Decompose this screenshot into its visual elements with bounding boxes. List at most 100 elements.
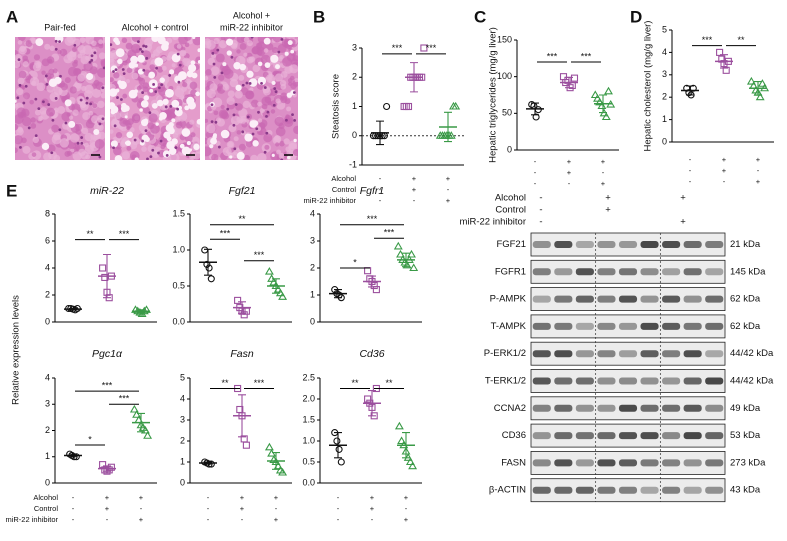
vacuole (134, 89, 138, 94)
cell (227, 90, 235, 98)
data-point (595, 97, 605, 106)
cell (260, 54, 271, 65)
nucleus (246, 115, 250, 119)
vacuole (168, 69, 175, 75)
cell (283, 117, 294, 128)
vacuole (226, 50, 232, 56)
cell (222, 146, 232, 157)
data-point (718, 55, 726, 63)
condition-name: Control (332, 185, 357, 194)
condition-sign: + (680, 217, 686, 228)
cell (275, 98, 281, 104)
nucleus (177, 80, 181, 84)
condition-name: Control (34, 504, 59, 513)
y-tick-label: 0 (352, 130, 357, 140)
data-point (201, 246, 209, 254)
vacuole (35, 38, 44, 47)
vacuole (115, 88, 120, 93)
blot-size: 273 kDa (730, 457, 766, 468)
panel-letter: C (474, 7, 486, 26)
condition-sign: - (689, 155, 692, 164)
cell (15, 53, 23, 63)
condition-sign: + (722, 155, 727, 164)
cell (172, 37, 179, 41)
nucleus (121, 68, 125, 71)
condition-sign: - (379, 185, 382, 194)
cell (142, 106, 150, 114)
cell (30, 123, 37, 129)
condition-sign: - (689, 166, 692, 175)
y-tick-label: 0.0 (172, 316, 185, 326)
data-point (746, 76, 756, 85)
cell (256, 152, 267, 160)
vacuole (222, 62, 227, 67)
vacuole (159, 111, 167, 120)
nucleus (226, 107, 230, 111)
nucleus (214, 120, 218, 124)
blot-label: P-ERK1/2 (484, 348, 526, 359)
cell (41, 70, 46, 75)
data-point (207, 275, 215, 283)
significance-label: *** (384, 228, 395, 238)
data-point (400, 102, 408, 111)
nucleus (98, 122, 102, 126)
cell (125, 42, 133, 50)
error-bar (531, 102, 539, 116)
condition-sign: + (370, 493, 375, 502)
cell (110, 129, 114, 134)
cell (205, 146, 212, 157)
cell (286, 106, 292, 112)
nucleus (157, 86, 161, 90)
vacuole (286, 155, 291, 160)
y-tick-label: 1 (310, 289, 315, 299)
data-point (278, 467, 288, 476)
condition-name: miR-22 inhibitor (459, 217, 526, 228)
blot-band (575, 432, 594, 440)
blot-band (705, 322, 724, 330)
y-tick-label: -1 (349, 159, 357, 169)
condition-name: Alcohol (495, 193, 526, 204)
y-axis-label: Relative expression levels (11, 295, 22, 405)
cell (34, 109, 42, 116)
cell (178, 37, 188, 45)
cell (122, 93, 128, 99)
y-tick-label: 3 (45, 399, 50, 409)
data-point (143, 431, 153, 439)
condition-sign: + (567, 168, 572, 177)
blot-size: 44/42 kDa (730, 376, 774, 387)
blot-band (683, 295, 702, 303)
y-tick-label: 1.5 (302, 414, 315, 424)
error-bar (444, 111, 452, 143)
nucleus (54, 39, 58, 43)
cell (18, 70, 27, 79)
significance-label: ** (737, 35, 745, 45)
cell (32, 63, 42, 72)
blot-band (662, 268, 681, 276)
cell (205, 75, 209, 81)
texture (205, 37, 298, 160)
cell (292, 148, 298, 157)
y-tick-label: 100 (497, 71, 512, 81)
condition-sign: + (680, 193, 686, 204)
blot-size: 53 kDa (730, 430, 761, 441)
y-tick-label: 2 (45, 289, 50, 299)
nucleus (47, 103, 51, 106)
condition-sign: + (446, 174, 451, 183)
condition-sign: - (447, 185, 450, 194)
cell (121, 151, 130, 160)
cell (188, 153, 196, 160)
nucleus (113, 124, 117, 128)
nucleus (22, 101, 26, 105)
cell (142, 82, 150, 89)
image-label: miR-22 inhibitor (220, 22, 283, 32)
y-tick-label: 0 (310, 316, 315, 326)
nucleus (159, 139, 163, 143)
blot-band (554, 486, 573, 494)
data-point (420, 44, 428, 52)
nucleus (266, 110, 270, 114)
condition-sign: + (105, 493, 110, 502)
cell (293, 125, 298, 135)
blot-band (554, 377, 573, 385)
condition-sign: - (689, 177, 692, 186)
cell (288, 140, 298, 149)
